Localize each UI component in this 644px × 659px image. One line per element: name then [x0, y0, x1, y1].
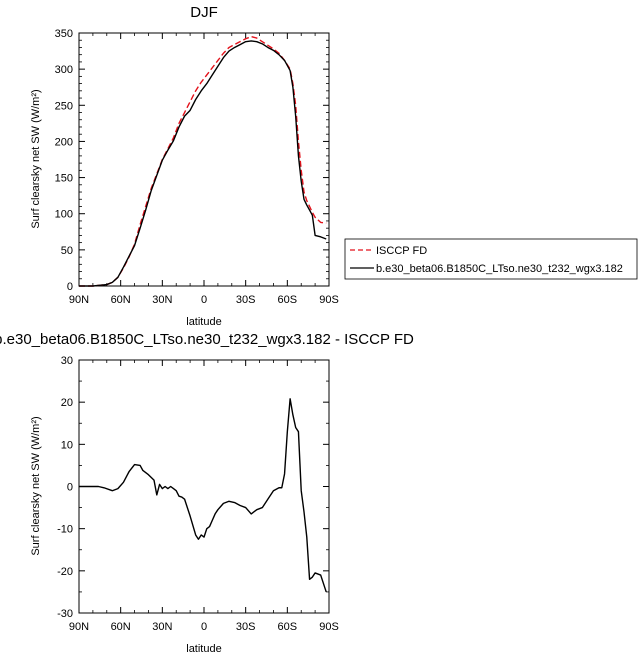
top-plot-frame — [78, 32, 330, 287]
top-y-tick-label: 0 — [67, 281, 73, 293]
bottom-y-tick-label: 20 — [61, 397, 73, 409]
bottom-x-tick-label: 0 — [201, 621, 207, 633]
top-y-tick-label: 150 — [55, 173, 73, 185]
top-series-line-1 — [79, 40, 327, 287]
bottom-y-tick-label: 10 — [61, 439, 73, 451]
top-x-tick-label: 90S — [319, 294, 339, 306]
top-x-tick-label: 90N — [69, 294, 89, 306]
bottom-x-axis-label: latitude — [186, 643, 221, 655]
top-y-tick-label: 300 — [55, 64, 73, 76]
top-x-tick-label: 30S — [236, 294, 256, 306]
bottom-x-tick-label: 90N — [69, 621, 89, 633]
top-y-tick-label: 350 — [55, 28, 73, 40]
top-y-tick-label: 250 — [55, 100, 73, 112]
bottom-x-tick-label: 90S — [319, 621, 339, 633]
bottom-y-tick-label: 0 — [67, 482, 73, 494]
bottom-plot-frame — [78, 359, 330, 614]
bottom-x-tick-label: 60S — [278, 621, 298, 633]
top-series-line-0 — [79, 35, 327, 287]
bottom-y-tick-label: -30 — [57, 608, 73, 620]
legend-label-isccp: ISCCP FD — [376, 245, 427, 257]
top-y-tick-label: 200 — [55, 136, 73, 148]
legend-box — [344, 238, 638, 280]
legend-label-model: b.e30_beta06.B1850C_LTso.ne30_t232_wgx3.… — [376, 263, 623, 275]
top-y-axis-label-text: Surf clearsky net SW (W/m²) — [30, 89, 42, 228]
bottom-y-axis-label: Surf clearsky net SW (W/m²) — [30, 416, 42, 555]
top-plot-area: 90N 60N 30N 0 30S 60S 90S 0 50 100 150 200 250 300 350 — [55, 28, 339, 306]
top-y-tick-label: 100 — [55, 209, 73, 221]
bottom-x-tick-label: 60N — [111, 621, 131, 633]
top-panel: DJF 90N 60N 30N 0 30S 60S 90S 0 50 100 150 200 250 30… — [30, 4, 339, 328]
top-x-tick-label: 60S — [278, 294, 298, 306]
top-chart-title: DJF — [190, 4, 218, 21]
bottom-y-axis-label-text: Surf clearsky net SW (W/m²) — [30, 416, 42, 555]
top-y-axis-label: Surf clearsky net SW (W/m²) — [30, 89, 42, 228]
bottom-x-tick-label: 30N — [152, 621, 172, 633]
bottom-y-tick-label: 30 — [61, 355, 73, 367]
bottom-y-tick-label: -10 — [57, 524, 73, 536]
bottom-y-tick-label: -20 — [57, 566, 73, 578]
top-x-tick-label: 60N — [111, 294, 131, 306]
bottom-chart-title: b.e30_beta06.B1850C_LTso.ne30_t232_wgx3.… — [0, 331, 414, 348]
bottom-series-line-0 — [79, 398, 327, 593]
top-x-tick-label: 0 — [201, 294, 207, 306]
bottom-x-tick-label: 30S — [236, 621, 256, 633]
top-x-axis-label: latitude — [186, 316, 221, 328]
top-x-tick-label: 30N — [152, 294, 172, 306]
bottom-panel: b.e30_beta06.B1850C_LTso.ne30_t232_wgx3.… — [0, 331, 414, 655]
bottom-plot-area: 90N 60N 30N 0 30S 60S 90S -30 -20 -10 0 10 20 30 — [57, 355, 339, 633]
top-y-tick-label: 50 — [61, 245, 73, 257]
legend: ISCCP FD b.e30_beta06.B1850C_LTso.ne30_t… — [344, 238, 638, 280]
